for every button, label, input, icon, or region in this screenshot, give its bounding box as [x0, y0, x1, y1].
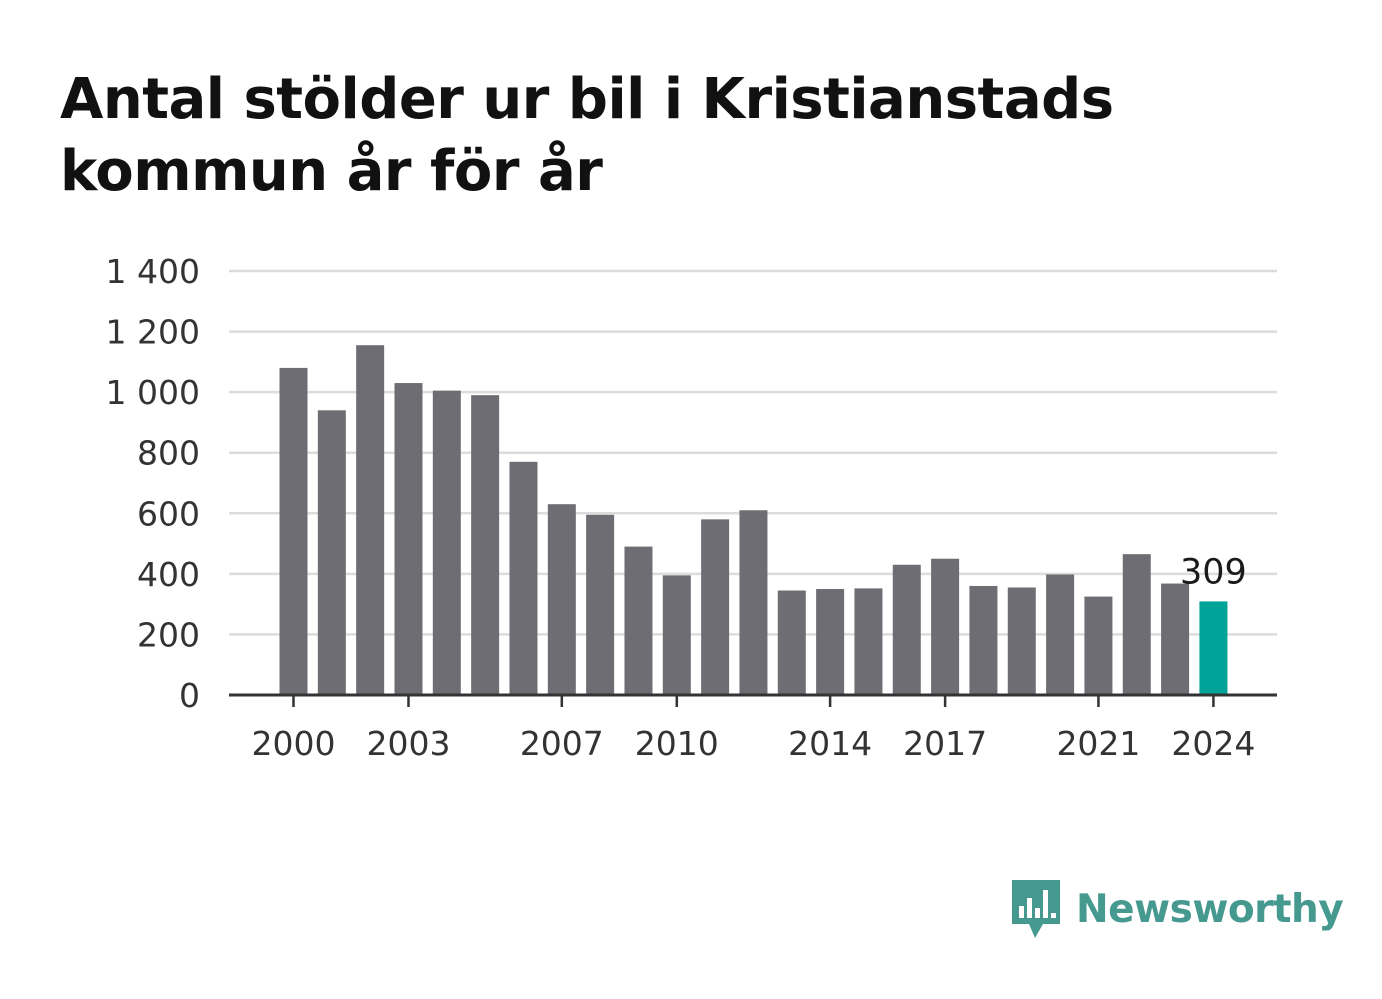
x-tick-label: 2024: [1171, 724, 1255, 763]
bar-2018: [969, 585, 998, 695]
x-tick-label: 2000: [252, 724, 336, 763]
y-tick-label: 600: [137, 494, 200, 533]
y-tick-label: 1 200: [106, 313, 200, 352]
bar-2000: [279, 367, 308, 695]
bar-2023: [1161, 583, 1190, 695]
brand-name: Newsworthy: [1076, 886, 1344, 932]
brand-logo: Newsworthy: [1010, 876, 1344, 942]
x-axis-ticks: 2000 2003 2007 2010 2014 2017 2021 2024: [252, 695, 1255, 763]
data-labels: 309: [1180, 552, 1247, 592]
bar-2003: [394, 383, 423, 695]
bar-2024: [1199, 601, 1228, 695]
bar-2002: [356, 345, 385, 695]
bar-2004: [432, 390, 461, 695]
bars: [279, 345, 1228, 695]
bar-2012: [739, 510, 768, 695]
bar-2016: [892, 564, 921, 695]
bar-2021: [1084, 596, 1113, 695]
bar-2013: [777, 590, 806, 695]
y-tick-label: 1 000: [106, 373, 200, 412]
y-tick-label: 1 400: [106, 252, 200, 291]
x-tick-label: 2017: [903, 724, 987, 763]
bar-2006: [509, 461, 538, 695]
bar-2001: [317, 410, 346, 695]
bar-2019: [1007, 587, 1036, 695]
data-label-2024: 309: [1180, 552, 1247, 592]
x-tick-label: 2014: [788, 724, 872, 763]
newsworthy-logo-icon: [1012, 880, 1060, 938]
y-tick-label: 800: [137, 434, 200, 473]
y-axis-tick-labels: 0 200 400 600 800 1 000 1 200 1 400: [106, 252, 200, 715]
x-tick-label: 2010: [635, 724, 719, 763]
bar-2005: [471, 395, 500, 695]
bar-2009: [624, 546, 653, 695]
x-tick-label: 2021: [1056, 724, 1140, 763]
x-tick-label: 2003: [366, 724, 450, 763]
bar-2022: [1122, 554, 1151, 695]
y-tick-label: 0: [179, 676, 200, 715]
bar-2015: [854, 588, 883, 695]
y-tick-label: 400: [137, 555, 200, 594]
chart-title: Antal stölder ur bil i Kristianstads kom…: [60, 67, 1114, 204]
bar-2014: [816, 589, 845, 695]
y-tick-label: 200: [137, 615, 200, 654]
bar-2020: [1046, 574, 1075, 695]
bar-2008: [586, 514, 615, 695]
bar-2011: [701, 519, 730, 695]
x-tick-label: 2007: [520, 724, 604, 763]
bar-2007: [547, 504, 576, 695]
bar-2017: [931, 558, 960, 695]
bar-2010: [662, 575, 691, 695]
